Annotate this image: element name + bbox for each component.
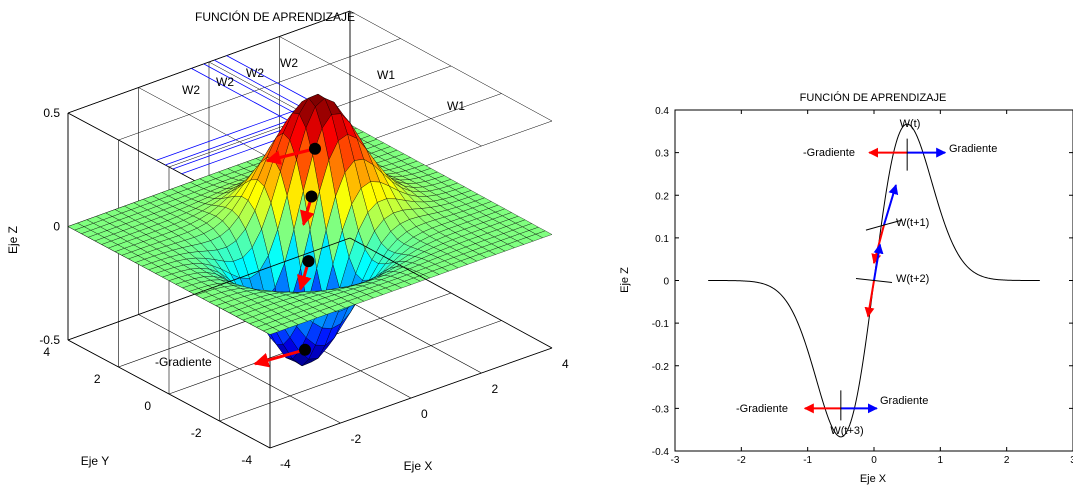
x-tick-label: 3	[1070, 455, 1073, 466]
descent-points	[253, 142, 321, 368]
line-tick-marks: -3 -2 -1 0 1 2 3 -0.4 -0.3 -0.2 -0.1 0 0.1 0.2 0.3 0.4	[652, 106, 1073, 466]
x-tick-label: 0	[871, 455, 877, 466]
y-tick-label: -0.2	[652, 362, 670, 373]
surface-patch	[262, 327, 280, 335]
point-label-wt1: W(t+1)	[896, 217, 929, 229]
x-tick-label: -2	[737, 455, 746, 466]
line-xlabel: Eje X	[860, 473, 887, 485]
line-title: FUNCIÓN DE APRENDIZAJE	[800, 91, 947, 104]
weight-label-w1-b: W1	[447, 99, 465, 113]
x-tick-label: 2	[492, 382, 499, 396]
box-bottom-edge	[67, 237, 351, 341]
y-tick-label: -4	[241, 453, 252, 467]
y-tick-label: 0	[663, 277, 669, 288]
weight-label-w2-b: W2	[246, 66, 264, 80]
box-bottom-edge	[67, 339, 271, 449]
weight-label-w2-c: W2	[216, 75, 234, 89]
x-tick-label: -1	[803, 455, 812, 466]
weight-line	[226, 55, 316, 104]
y-tick-label: -0.4	[652, 447, 670, 458]
point-label-wt2: W(t+2)	[896, 273, 929, 285]
ceiling-grid-line	[67, 10, 351, 114]
arrow-label-top-left: -Gradiente	[803, 147, 855, 159]
ceiling-grid-line	[279, 36, 482, 147]
x-tick-label: -2	[351, 432, 362, 446]
y-tick-label: 0	[144, 399, 151, 413]
point-tick	[865, 219, 903, 231]
line-plot: -3-2-10123-0.4-0.3-0.2-0.100.10.20.30.4 …	[619, 91, 1073, 485]
y-tick-label: 0.1	[655, 234, 669, 245]
z-tick-label: 0.5	[43, 106, 60, 120]
box-bottom-edge	[269, 347, 553, 449]
y-tick-label: 2	[94, 372, 101, 386]
ceiling-grid-line	[118, 38, 401, 141]
y-tick-label: 4	[43, 345, 50, 359]
weight-label-w2-d: W2	[182, 83, 200, 97]
gradient-arrows	[803, 138, 947, 421]
gradient-arrow-positive	[882, 184, 899, 226]
weight-label-w1-a: W1	[377, 68, 395, 82]
weight-line	[191, 68, 306, 130]
surface-xlabel: Eje X	[404, 459, 433, 473]
box-bottom-edge	[349, 237, 553, 349]
arrow-label-bottom-right: Gradiente	[880, 395, 928, 407]
y-tick-label: -0.1	[652, 319, 670, 330]
surface-title: FUNCIÓN DE APRENDIZAJE	[195, 9, 355, 24]
surface-tick-labels: -0.5 0 0.5 -4 -2 0 2 4 -4 -2 0 2 4	[39, 106, 569, 471]
gradient-arrow-negative	[864, 280, 875, 318]
surface-plot: -0.5 0 0.5 -4 -2 0 2 4 -4 -2 0 2 4 FUNCIÓN DE APREND…	[6, 9, 569, 473]
descent-point	[305, 190, 318, 203]
weight-line	[156, 102, 316, 161]
x-tick-label: -4	[280, 457, 291, 471]
arrow-label-top-right: Gradiente	[949, 143, 997, 155]
point-label-wt3: W(t+3)	[830, 425, 863, 437]
y-tick-label: -2	[191, 426, 202, 440]
y-tick-label: 0.3	[655, 149, 669, 160]
line-ylabel: Eje Z	[619, 267, 631, 293]
descent-point	[299, 343, 311, 356]
descent-point	[309, 142, 321, 155]
z-tick-label: -0.5	[39, 333, 60, 347]
surface-ylabel: Eje Y	[81, 454, 109, 468]
gradient-arrow	[253, 348, 306, 368]
x-tick-label: 1	[938, 455, 944, 466]
x-tick-label: -3	[671, 455, 680, 466]
point-tick	[855, 278, 893, 283]
axes-box-front	[67, 237, 553, 449]
x-tick-label: 2	[1004, 455, 1010, 466]
gradient-arrow-positive	[873, 243, 884, 281]
arrow-label-bottom-left: -Gradiente	[736, 403, 788, 415]
z-tick-label: 0	[53, 220, 60, 234]
y-tick-label: -0.3	[652, 404, 670, 415]
descent-point	[302, 255, 315, 268]
y-tick-label: 0.2	[655, 191, 669, 202]
x-tick-label: 0	[421, 407, 428, 421]
y-tick-label: 0.4	[655, 106, 669, 117]
gradient-arrow	[265, 147, 316, 165]
x-tick-label: 4	[562, 357, 569, 371]
surface-zlabel: Eje Z	[6, 226, 20, 254]
surface-mesh	[67, 93, 553, 367]
weight-label-w2-a: W2	[280, 56, 298, 70]
surface-gradient-label: -Gradiente	[155, 355, 212, 369]
weight-line	[214, 59, 312, 113]
weight-line	[203, 63, 309, 121]
point-label-wt: W(t)	[900, 118, 921, 130]
ceiling-grid-line	[349, 10, 553, 122]
